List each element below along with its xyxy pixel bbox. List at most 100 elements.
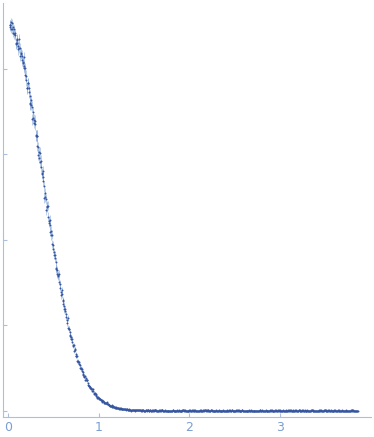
Point [43, 195, 49, 202]
Point [282, 407, 288, 414]
Point [347, 407, 353, 414]
Point [162, 407, 168, 414]
Point [140, 407, 146, 414]
Point [279, 407, 285, 414]
Point [115, 405, 121, 412]
Point [117, 405, 123, 412]
Point [73, 352, 79, 359]
Point [183, 407, 188, 414]
Point [313, 407, 319, 414]
Point [253, 407, 259, 414]
Point [199, 407, 205, 414]
Point [98, 396, 104, 403]
Point [346, 407, 352, 414]
Point [273, 407, 279, 414]
Point [24, 85, 30, 92]
Point [309, 407, 315, 414]
Point [7, 21, 13, 28]
Point [88, 384, 94, 391]
Point [196, 407, 202, 414]
Point [86, 382, 92, 389]
Point [324, 407, 330, 414]
Point [89, 385, 95, 392]
Point [147, 407, 153, 414]
Point [86, 383, 92, 390]
Point [181, 407, 187, 414]
Point [186, 407, 191, 414]
Point [121, 406, 127, 413]
Point [118, 406, 124, 413]
Point [256, 407, 262, 414]
Point [193, 407, 199, 414]
Point [191, 407, 197, 414]
Point [158, 407, 164, 414]
Point [55, 271, 61, 278]
Point [236, 407, 242, 414]
Point [77, 361, 83, 368]
Point [326, 407, 332, 414]
Point [303, 407, 309, 414]
Point [274, 407, 280, 414]
Point [76, 359, 82, 366]
Point [186, 407, 192, 414]
Point [327, 407, 333, 414]
Point [126, 406, 132, 413]
Point [326, 407, 332, 414]
Point [337, 407, 343, 414]
Point [280, 407, 286, 414]
Point [334, 407, 340, 414]
Point [119, 406, 125, 413]
Point [114, 405, 120, 412]
Point [213, 407, 219, 414]
Point [275, 407, 281, 414]
Point [305, 407, 311, 414]
Point [19, 52, 25, 59]
Point [19, 57, 25, 64]
Point [151, 407, 157, 414]
Point [220, 407, 226, 414]
Point [304, 407, 310, 414]
Point [279, 407, 285, 414]
Point [276, 407, 282, 414]
Point [189, 407, 195, 414]
Point [335, 407, 341, 414]
Point [21, 64, 27, 71]
Point [289, 407, 295, 414]
Point [9, 20, 15, 27]
Point [91, 390, 97, 397]
Point [168, 407, 174, 414]
Point [111, 404, 117, 411]
Point [237, 407, 243, 414]
Point [108, 402, 114, 409]
Point [13, 40, 19, 47]
Point [53, 265, 59, 272]
Point [89, 387, 95, 394]
Point [180, 407, 186, 414]
Point [215, 407, 221, 414]
Point [178, 407, 184, 414]
Point [226, 407, 232, 414]
Point [341, 407, 347, 414]
Point [40, 177, 46, 184]
Point [333, 407, 339, 414]
Point [264, 407, 270, 414]
Point [297, 407, 303, 414]
Point [178, 407, 184, 414]
Point [38, 157, 44, 164]
Point [110, 403, 116, 410]
Point [7, 21, 13, 28]
Point [315, 407, 321, 414]
Point [197, 407, 203, 414]
Point [71, 342, 77, 349]
Point [202, 407, 208, 414]
Point [53, 264, 59, 271]
Point [270, 407, 276, 414]
Point [184, 407, 190, 414]
Point [107, 402, 113, 409]
Point [33, 132, 39, 139]
Point [264, 407, 270, 414]
Point [111, 403, 117, 410]
Point [160, 407, 166, 414]
Point [33, 132, 39, 139]
Point [202, 407, 208, 414]
